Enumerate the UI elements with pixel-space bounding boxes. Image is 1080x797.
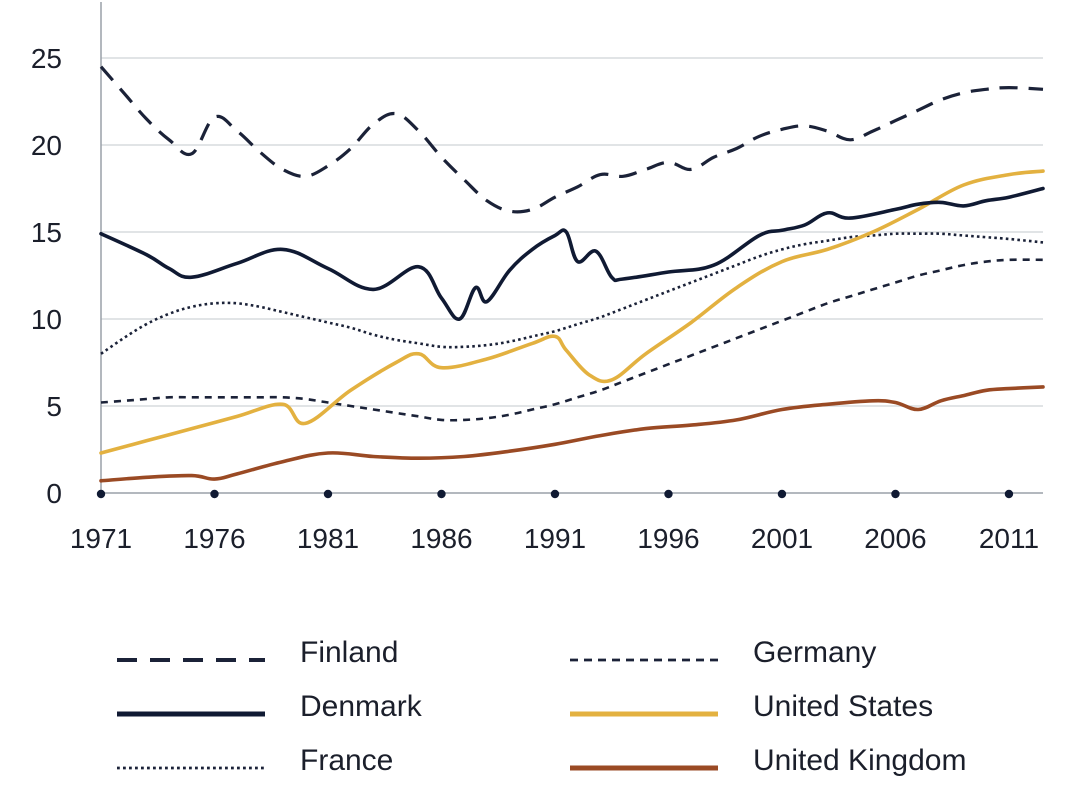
y-tick-label-20: 20: [31, 130, 62, 161]
x-tick-dot-1981: [323, 489, 333, 499]
y-axis-ticks: 0 5 10 15 20 25: [31, 43, 62, 509]
x-tick-label-2011: 2011: [979, 523, 1039, 554]
x-tick-dot-1996: [664, 489, 673, 499]
series-lines: [99, 65, 1045, 483]
x-tick-label-2006: 2006: [864, 523, 926, 554]
legend-label-france: France: [300, 744, 393, 777]
x-tick-dot-2001: [777, 489, 787, 499]
gridlines: [101, 57, 1043, 494]
y-tick-label-25: 25: [31, 43, 62, 74]
legend: Finland Denmark France Germany United States…: [117, 636, 966, 777]
legend-label-united-kingdom: United Kingdom: [753, 744, 966, 777]
x-tick-dot-2006: [891, 489, 900, 499]
x-tick-dot-1971: [96, 489, 106, 499]
x-tick-dot-2011: [1004, 489, 1014, 499]
x-tick-label-1996: 1996: [637, 523, 699, 554]
x-axis-ticks: 1971 1976 1981 1986 1991 1996 2001 2006 2011: [70, 489, 1039, 554]
x-tick-label-2001: 2001: [751, 523, 813, 554]
y-tick-label-0: 0: [46, 478, 62, 509]
x-tick-label-1991: 1991: [524, 523, 586, 554]
legend-label-germany: Germany: [753, 636, 876, 669]
legend-label-united-states: United States: [753, 690, 933, 723]
series-line-france: [100, 232, 1044, 355]
legend-label-denmark: Denmark: [300, 690, 423, 723]
y-tick-label-10: 10: [31, 304, 62, 335]
x-tick-label-1981: 1981: [297, 523, 359, 554]
y-tick-label-5: 5: [46, 391, 62, 422]
series-line-finland: [99, 65, 1044, 214]
series-line-denmark: [99, 186, 1045, 321]
series-line-germany: [100, 258, 1044, 422]
x-tick-label-1971: 1971: [70, 523, 132, 554]
x-tick-label-1976: 1976: [183, 523, 245, 554]
x-tick-label-1986: 1986: [410, 523, 472, 554]
y-tick-label-15: 15: [31, 217, 62, 248]
x-tick-dot-1986: [437, 489, 446, 499]
series-line-united-kingdom: [99, 385, 1045, 483]
x-tick-dot-1991: [550, 489, 560, 499]
legend-label-finland: Finland: [300, 636, 398, 669]
series-line-united-states: [99, 169, 1045, 455]
x-tick-dot-1976: [210, 489, 219, 499]
